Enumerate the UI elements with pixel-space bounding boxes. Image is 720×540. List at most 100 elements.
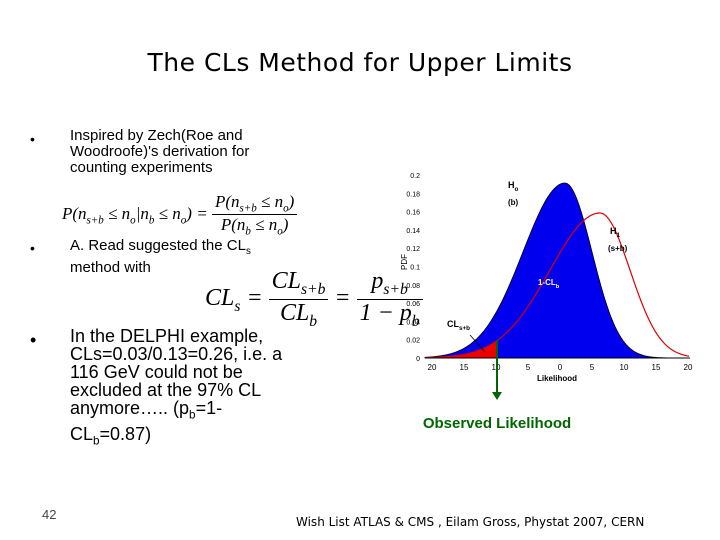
y-tick-label: 0.14 [406,228,420,235]
figure-caption: Observed Likelihood [423,415,571,432]
formula-numerator: ps+b [356,268,423,300]
formula-denominator: 1 − pb [357,300,423,331]
subscript: s+b [239,202,257,215]
text-segment: ≤ n [154,203,181,223]
x-tick-label: 20 [684,363,693,372]
page-number: 42 [42,507,57,522]
formula-denominator: P(nb ≤ no) [212,215,297,237]
text-segment: CL [205,284,235,311]
subscript: o [283,202,289,215]
x-tick-label: 10 [620,363,629,372]
text-segment: A. Read suggested the CL [70,237,246,254]
h0-note: (b) [508,198,519,207]
bullet-marker: • [30,330,37,350]
text-segment: CL [279,299,310,326]
text-segment: CL [271,268,301,294]
text-segment: P(n [214,192,240,211]
y-axis-label: PDF [400,254,409,270]
subscript: 1 [617,232,621,239]
formula: P(ns+b ≤ no|nb ≤ no) = P(ns+b ≤ no) P(nb … [62,192,298,238]
x-tick-label: 0 [558,363,563,372]
subscript: s+b [459,325,470,332]
clsb-area [425,340,497,358]
footer: Wish List ATLAS & CMS , Eilam Gross, Phy… [296,515,645,529]
subscript: o [180,214,187,227]
x-tick-label: 15 [460,363,469,372]
subscript: b [245,225,251,238]
bullet-marker: • [30,240,35,256]
observed-arrow [492,392,502,400]
text-segment: |n [135,203,149,223]
y-tick-label: 0.12 [406,246,420,253]
y-tick-label: 0.16 [406,210,420,217]
text-segment: =0.87) [99,423,152,444]
y-tick-label: 0.1 [410,265,420,272]
subscript: b [148,214,155,227]
h1-label: H1 [610,226,621,239]
text-segment: ≤ n [256,192,284,211]
text-segment: Inspired by [70,127,148,144]
y-tick-label: 0.06 [406,301,420,308]
subscript: s [245,246,251,257]
bullet-text: Inspired by Zech(Roe and Woodroofe)'s de… [70,128,285,176]
y-tick-label: 0.04 [406,319,420,326]
subscript: s+b [383,280,408,298]
y-tick-label: 0 [416,356,420,363]
text-segment: P(n [62,203,87,223]
text-segment: P(n [220,215,246,235]
formula: CLs = CLs+b CLb = ps+b 1 − pb [205,268,423,331]
y-tick-label: 0.18 [406,191,420,198]
subscript: b [556,284,560,290]
x-tick-label: 5 [590,363,595,372]
text-segment: In the DELPHI example, CLs=0.03/0.13=0.2… [70,326,283,418]
slide-title: The CLs Method for Upper Limits [147,48,573,77]
text-segment: derivation for counting experiments [70,143,250,176]
subscript: o [515,186,519,193]
clsb-label: CLs+b [447,319,470,332]
y-tick-label: 0.08 [406,283,420,290]
text-segment: 1 − p [359,299,412,326]
subscript: o [130,214,136,227]
formula-lhs: CLs = [205,284,263,315]
x-axis-label: Likelihood [537,374,577,383]
formula-numerator: P(ns+b ≤ no) [211,192,298,216]
formula-numerator: CLs+b [268,268,329,300]
text-segment: ) = [186,203,208,223]
formula-equals: = [334,284,351,311]
x-tick-label: 20 [428,363,437,372]
h0-label: Ho [508,180,519,193]
text-segment: p [371,268,384,294]
subscript: s [234,297,241,315]
text-segment: ) [288,192,295,211]
clsb-pointer [469,334,486,353]
text-segment: =1-CL [70,398,223,444]
h0-area [424,182,691,359]
text-segment: 1-CL [538,278,556,287]
text-segment: H [508,180,515,190]
h1-curve [424,212,690,359]
x-tick-label: 15 [652,363,661,372]
text-segment: method with [70,259,151,276]
subscript: b [411,312,420,330]
y-tick-label: 0.02 [406,338,420,345]
h1-note: (s+b) [608,244,628,253]
bullet-text: In the DELPHI example, CLs=0.03/0.13=0.2… [70,327,295,450]
x-tick-label: 5 [526,363,531,372]
formula-lhs: P(ns+b ≤ no|nb ≤ no) = [62,203,208,227]
text-segment: CL [447,319,459,329]
one-minus-clb-label: 1-CLb [538,278,560,290]
text-segment: ≤ n [103,203,131,223]
subscript: b [309,312,318,330]
text-segment: = [240,284,263,311]
figure: 0 0.02 0.04 0.06 0.08 0.1 0.12 0.14 0.16 0.18 0.2 2… [400,173,693,432]
bullet-text: A. Read suggested the CLs method with [70,238,300,276]
subscript: b [93,434,100,448]
text-segment: ) [282,215,289,235]
subscript: s+b [86,214,104,227]
subscript: b [189,408,196,422]
subscript: s+b [301,280,326,298]
text-segment: ≤ n [250,215,278,235]
bullet-marker: • [30,131,35,147]
y-tick-label: 0.2 [410,173,420,180]
